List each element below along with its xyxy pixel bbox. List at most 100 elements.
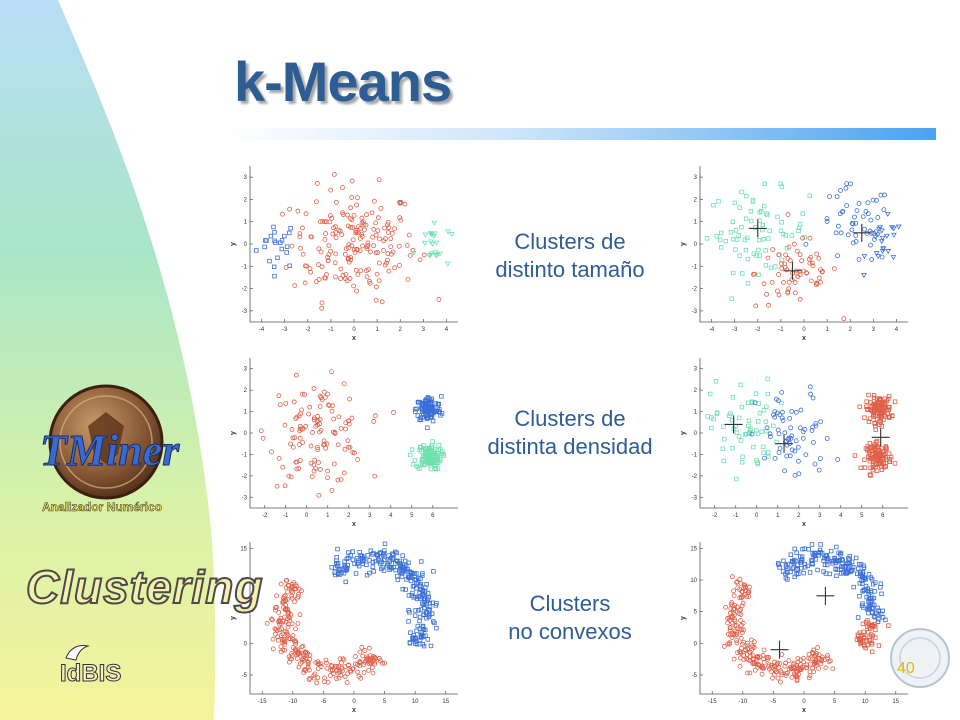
data-point <box>785 566 790 571</box>
x-tick-label: 6 <box>881 513 885 519</box>
data-point <box>361 670 367 675</box>
data-point <box>840 561 845 567</box>
data-point <box>429 444 434 450</box>
data-point <box>397 262 402 268</box>
data-point <box>777 446 783 451</box>
data-point <box>394 550 399 556</box>
data-point <box>407 569 412 574</box>
data-point <box>373 284 379 290</box>
data-point <box>756 272 761 278</box>
x-tick-label: 4 <box>445 327 449 333</box>
data-point <box>414 581 419 586</box>
data-point <box>323 657 329 663</box>
data-point <box>874 468 880 473</box>
data-point <box>297 442 302 447</box>
data-point <box>759 663 765 669</box>
data-point <box>335 546 340 552</box>
y-tick-label: 10 <box>240 578 247 584</box>
data-point <box>759 665 765 671</box>
data-point <box>433 240 440 246</box>
data-point <box>334 555 339 560</box>
data-point <box>370 564 376 570</box>
data-point <box>812 550 817 556</box>
plot-size-original: -4 -3 -2 -1 0 1 2 3 4 -3 -2 -1 0 1 2 3 x y <box>228 158 464 342</box>
data-point <box>410 250 417 256</box>
data-point <box>349 217 355 223</box>
slide-title: k-Means <box>234 50 452 113</box>
data-point <box>380 660 385 666</box>
data-point <box>287 656 293 662</box>
data-point <box>734 579 740 585</box>
data-point <box>769 663 774 668</box>
data-point <box>316 492 322 498</box>
data-point <box>805 563 810 569</box>
data-point <box>734 640 740 646</box>
data-point <box>878 239 885 245</box>
data-point <box>322 679 327 685</box>
data-point <box>779 261 784 267</box>
data-point <box>785 256 791 261</box>
x-axis-label: x <box>802 707 806 714</box>
data-point <box>409 447 415 452</box>
data-point <box>303 423 309 429</box>
data-point <box>863 577 868 582</box>
data-point <box>793 409 799 415</box>
data-point <box>338 477 344 482</box>
data-point <box>338 660 344 666</box>
data-point <box>813 421 819 426</box>
data-point <box>276 456 282 461</box>
data-point <box>736 608 742 614</box>
data-point <box>738 618 743 623</box>
data-point <box>756 419 761 424</box>
data-point <box>325 475 330 481</box>
data-point <box>436 401 442 407</box>
y-tick-label: 0 <box>694 641 698 647</box>
data-point <box>343 426 348 432</box>
data-point <box>779 652 785 657</box>
data-point <box>344 278 350 284</box>
data-point <box>272 607 278 613</box>
data-point <box>315 666 321 671</box>
x-tick-label: 3 <box>818 513 822 519</box>
y-tick-label: 1 <box>244 220 248 226</box>
data-point <box>813 660 819 665</box>
data-point <box>441 451 446 457</box>
data-point <box>816 255 822 261</box>
data-point <box>779 400 784 406</box>
data-point <box>267 258 272 264</box>
data-point <box>347 276 353 281</box>
data-point <box>346 550 351 555</box>
data-point <box>739 404 745 410</box>
data-point <box>785 670 790 676</box>
data-point <box>365 267 371 272</box>
data-point <box>811 647 817 653</box>
data-point <box>317 467 323 472</box>
data-point <box>314 680 320 686</box>
data-point <box>279 246 284 252</box>
data-point <box>290 435 296 441</box>
data-point <box>428 415 434 420</box>
data-point <box>723 238 728 244</box>
data-point <box>361 219 366 225</box>
data-point <box>410 584 416 589</box>
data-point <box>855 615 861 620</box>
data-point <box>412 635 418 640</box>
data-point <box>881 207 887 213</box>
data-point <box>795 274 801 280</box>
data-point <box>759 209 764 214</box>
data-point <box>814 281 820 287</box>
data-point <box>289 243 295 249</box>
data-point <box>751 444 756 450</box>
data-point <box>792 546 797 552</box>
data-point <box>382 225 388 231</box>
data-point <box>353 267 359 273</box>
data-point <box>879 235 886 241</box>
data-point <box>731 656 737 662</box>
data-point <box>412 458 418 463</box>
y-tick-label: -2 <box>692 287 698 293</box>
data-point <box>764 425 770 431</box>
data-point <box>750 661 756 666</box>
data-point <box>300 643 306 649</box>
data-point <box>785 212 791 217</box>
data-point <box>353 230 359 236</box>
